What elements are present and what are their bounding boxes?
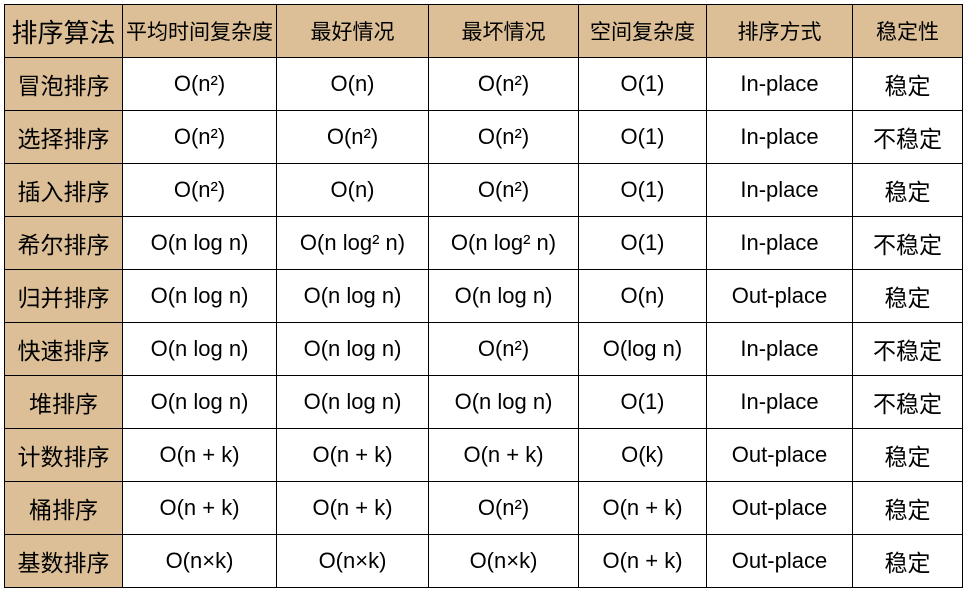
- cell-avg: O(n + k): [123, 429, 277, 482]
- cell-space: O(k): [579, 429, 707, 482]
- cell-avg: O(n log n): [123, 217, 277, 270]
- cell-best: O(n): [277, 164, 429, 217]
- table-row: 基数排序 O(n×k) O(n×k) O(n×k) O(n + k) Out-p…: [5, 535, 963, 588]
- cell-method: In-place: [707, 376, 853, 429]
- cell-best: O(n): [277, 58, 429, 111]
- cell-algorithm: 归并排序: [5, 270, 123, 323]
- cell-avg: O(n log n): [123, 323, 277, 376]
- cell-space: O(1): [579, 58, 707, 111]
- cell-method: Out-place: [707, 482, 853, 535]
- cell-space: O(n + k): [579, 482, 707, 535]
- col-header-best: 最好情况: [277, 5, 429, 58]
- cell-space: O(1): [579, 164, 707, 217]
- cell-algorithm: 计数排序: [5, 429, 123, 482]
- cell-stability: 不稳定: [853, 111, 963, 164]
- cell-stability: 稳定: [853, 164, 963, 217]
- cell-space: O(1): [579, 376, 707, 429]
- cell-worst: O(n²): [429, 111, 579, 164]
- cell-avg: O(n + k): [123, 482, 277, 535]
- table-container: 排序算法 平均时间复杂度 最好情况 最坏情况 空间复杂度 排序方式 稳定性 冒泡…: [0, 0, 966, 592]
- cell-avg: O(n²): [123, 111, 277, 164]
- cell-worst: O(n×k): [429, 535, 579, 588]
- cell-avg: O(n log n): [123, 376, 277, 429]
- cell-best: O(n log n): [277, 323, 429, 376]
- cell-stability: 稳定: [853, 58, 963, 111]
- cell-worst: O(n log n): [429, 270, 579, 323]
- cell-method: In-place: [707, 323, 853, 376]
- cell-space: O(n): [579, 270, 707, 323]
- cell-best: O(n log n): [277, 270, 429, 323]
- cell-worst: O(n log² n): [429, 217, 579, 270]
- cell-avg: O(n²): [123, 164, 277, 217]
- cell-algorithm: 插入排序: [5, 164, 123, 217]
- cell-worst: O(n²): [429, 164, 579, 217]
- cell-stability: 稳定: [853, 482, 963, 535]
- cell-method: Out-place: [707, 270, 853, 323]
- table-row: 插入排序 O(n²) O(n) O(n²) O(1) In-place 稳定: [5, 164, 963, 217]
- cell-method: Out-place: [707, 535, 853, 588]
- cell-space: O(n + k): [579, 535, 707, 588]
- cell-worst: O(n²): [429, 482, 579, 535]
- cell-stability: 不稳定: [853, 323, 963, 376]
- cell-method: In-place: [707, 111, 853, 164]
- col-header-algorithm: 排序算法: [5, 5, 123, 58]
- col-header-stability: 稳定性: [853, 5, 963, 58]
- cell-stability: 不稳定: [853, 217, 963, 270]
- cell-avg: O(n²): [123, 58, 277, 111]
- cell-algorithm: 希尔排序: [5, 217, 123, 270]
- col-header-worst: 最坏情况: [429, 5, 579, 58]
- cell-stability: 不稳定: [853, 376, 963, 429]
- table-row: 冒泡排序 O(n²) O(n) O(n²) O(1) In-place 稳定: [5, 58, 963, 111]
- cell-space: O(log n): [579, 323, 707, 376]
- cell-avg: O(n×k): [123, 535, 277, 588]
- cell-best: O(n log² n): [277, 217, 429, 270]
- cell-worst: O(n log n): [429, 376, 579, 429]
- cell-worst: O(n + k): [429, 429, 579, 482]
- col-header-avg: 平均时间复杂度: [123, 5, 277, 58]
- cell-algorithm: 冒泡排序: [5, 58, 123, 111]
- cell-best: O(n×k): [277, 535, 429, 588]
- cell-stability: 稳定: [853, 429, 963, 482]
- cell-method: In-place: [707, 217, 853, 270]
- cell-best: O(n + k): [277, 482, 429, 535]
- table-row: 计数排序 O(n + k) O(n + k) O(n + k) O(k) Out…: [5, 429, 963, 482]
- table-header-row: 排序算法 平均时间复杂度 最好情况 最坏情况 空间复杂度 排序方式 稳定性: [5, 5, 963, 58]
- table-row: 希尔排序 O(n log n) O(n log² n) O(n log² n) …: [5, 217, 963, 270]
- cell-method: In-place: [707, 58, 853, 111]
- cell-algorithm: 选择排序: [5, 111, 123, 164]
- cell-best: O(n²): [277, 111, 429, 164]
- cell-method: In-place: [707, 164, 853, 217]
- cell-stability: 稳定: [853, 535, 963, 588]
- cell-method: Out-place: [707, 429, 853, 482]
- cell-algorithm: 堆排序: [5, 376, 123, 429]
- cell-algorithm: 快速排序: [5, 323, 123, 376]
- sort-complexity-table: 排序算法 平均时间复杂度 最好情况 最坏情况 空间复杂度 排序方式 稳定性 冒泡…: [4, 4, 963, 588]
- table-row: 堆排序 O(n log n) O(n log n) O(n log n) O(1…: [5, 376, 963, 429]
- cell-algorithm: 桶排序: [5, 482, 123, 535]
- cell-best: O(n + k): [277, 429, 429, 482]
- cell-worst: O(n²): [429, 58, 579, 111]
- table-row: 快速排序 O(n log n) O(n log n) O(n²) O(log n…: [5, 323, 963, 376]
- table-row: 选择排序 O(n²) O(n²) O(n²) O(1) In-place 不稳定: [5, 111, 963, 164]
- cell-stability: 稳定: [853, 270, 963, 323]
- cell-space: O(1): [579, 111, 707, 164]
- cell-avg: O(n log n): [123, 270, 277, 323]
- table-row: 归并排序 O(n log n) O(n log n) O(n log n) O(…: [5, 270, 963, 323]
- table-row: 桶排序 O(n + k) O(n + k) O(n²) O(n + k) Out…: [5, 482, 963, 535]
- cell-space: O(1): [579, 217, 707, 270]
- col-header-space: 空间复杂度: [579, 5, 707, 58]
- cell-algorithm: 基数排序: [5, 535, 123, 588]
- col-header-method: 排序方式: [707, 5, 853, 58]
- cell-best: O(n log n): [277, 376, 429, 429]
- cell-worst: O(n²): [429, 323, 579, 376]
